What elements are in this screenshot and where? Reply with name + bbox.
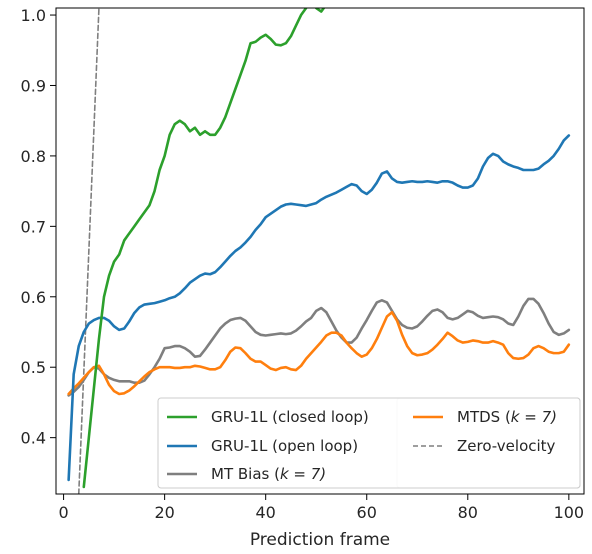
x-tick-label: 0	[58, 503, 68, 522]
legend-label-mtds: MTDS (k = 7)	[457, 408, 557, 426]
y-tick-label: 0.7	[21, 217, 46, 236]
series-layer	[67, 8, 571, 494]
series-line-gru-1l-open-loop	[67, 134, 571, 482]
y-tick-label: 0.4	[21, 429, 46, 448]
legend-label-closed-loop: GRU-1L (closed loop)	[211, 408, 369, 426]
series-line-mtds-k-7	[67, 310, 571, 396]
legend: GRU-1L (closed loop) GRU-1L (open loop) …	[157, 397, 581, 489]
series-line-zero-velocity	[77, 8, 100, 494]
legend-box-outer	[157, 397, 581, 489]
y-tick-label: 0.8	[21, 147, 46, 166]
legend-label-open-loop: GRU-1L (open loop)	[211, 437, 358, 455]
series-line-mt-bias-k-7	[67, 297, 571, 397]
x-tick-label: 100	[554, 503, 585, 522]
x-tick-label: 60	[357, 503, 377, 522]
plot-frame	[55, 7, 585, 495]
y-axis-ticks: 0.4 0.5 0.6 0.7 0.8 0.9 1.0	[21, 6, 56, 448]
x-axis-label: Prediction frame	[250, 530, 390, 550]
y-tick-label: 0.9	[21, 76, 46, 95]
legend-label-mt-bias: MT Bias (k = 7)	[211, 465, 326, 483]
y-tick-label: 1.0	[21, 6, 46, 25]
y-tick-label: 0.5	[21, 358, 46, 377]
x-tick-label: 40	[256, 503, 276, 522]
x-tick-label: 80	[458, 503, 478, 522]
legend-label-zero-velocity: Zero-velocity	[457, 437, 556, 455]
y-tick-label: 0.6	[21, 288, 46, 307]
x-axis-ticks: 0 20 40 60 80 100	[58, 494, 584, 522]
series-line-gru-1l-closed-loop	[82, 8, 326, 489]
x-tick-label: 20	[154, 503, 174, 522]
